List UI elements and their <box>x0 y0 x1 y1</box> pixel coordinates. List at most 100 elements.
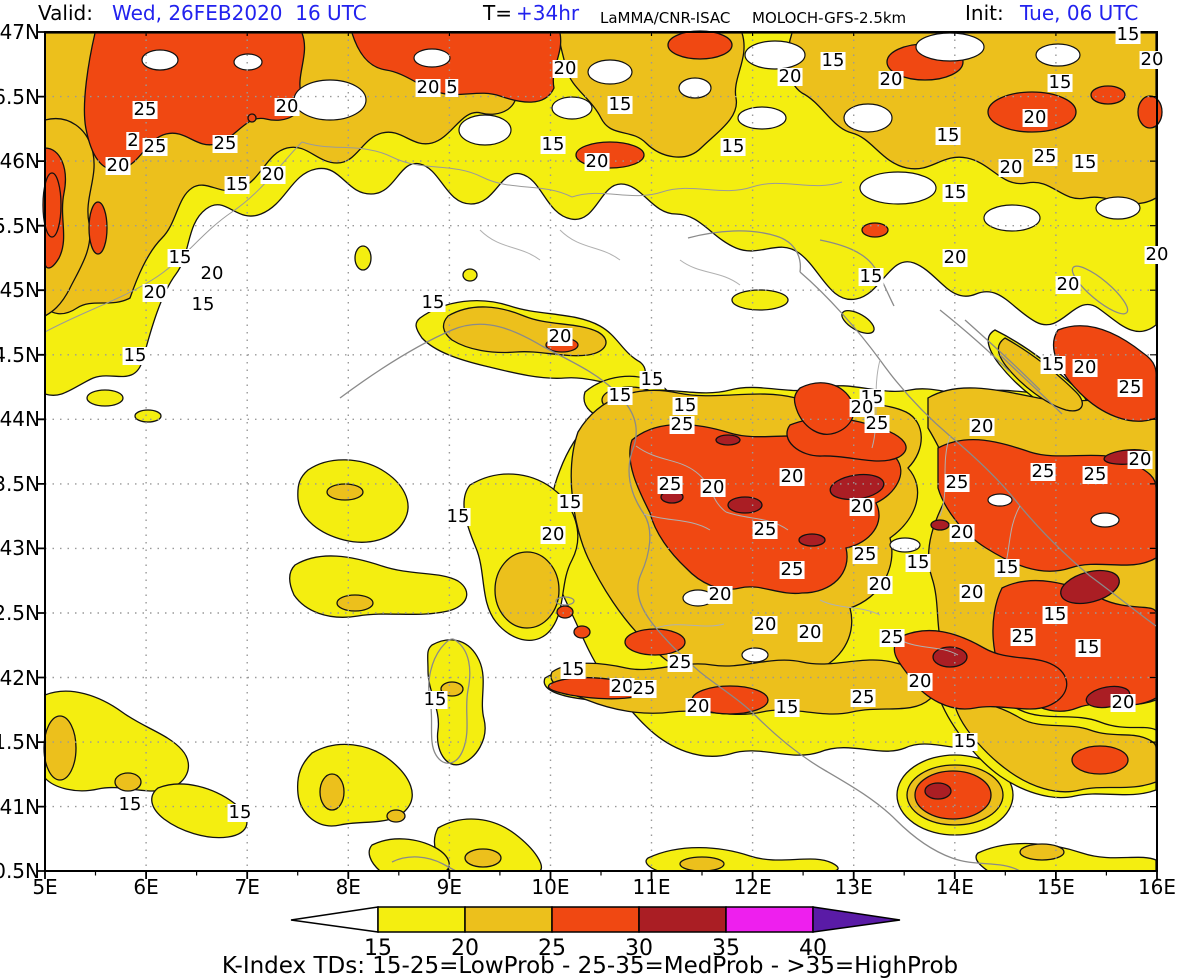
contour-label: 20 <box>142 282 168 303</box>
valid-label: Valid: <box>38 1 93 25</box>
contour-label: 20 <box>878 69 904 90</box>
colorbar-seg-30 <box>638 906 727 933</box>
y-tick-label: 41N <box>0 794 40 819</box>
contour-label: 15 <box>560 659 586 680</box>
contour-label: 20 <box>752 614 778 635</box>
x-tick-label: 9E <box>436 875 463 899</box>
contour-label: 25 <box>1082 464 1108 485</box>
contour-label: 20 <box>1127 449 1153 470</box>
map-frame <box>37 31 1158 879</box>
legend-caption: K-Index TDs: 15-25=LowProb - 25-35=MedPr… <box>221 953 959 979</box>
contour-label: 15 <box>1047 72 1073 93</box>
contour-label: 15 <box>1042 604 1068 625</box>
contour-label: 20 <box>552 58 578 79</box>
contour-label: 20 <box>942 247 968 268</box>
contour-label: 25 <box>850 687 876 708</box>
contour-label: 15 <box>994 557 1020 578</box>
contour-label: 2 <box>126 130 140 151</box>
contour-label: 25 <box>667 652 693 673</box>
colorbar-right-arrow <box>812 906 901 933</box>
x-tick-label: 14E <box>935 875 974 899</box>
colorbar-tick-label: 40 <box>799 936 827 961</box>
y-tick-label: 1.5N <box>0 730 40 755</box>
contour-label: 15 <box>420 292 446 313</box>
init-value: Tue, 06 UTC <box>1020 1 1139 25</box>
contour-label: 20 <box>199 263 225 284</box>
contour-label: 15 <box>445 506 471 527</box>
y-tick-label: 42N <box>0 665 40 690</box>
colorbar-seg-35 <box>725 906 814 933</box>
contour-label: 20 <box>707 584 733 605</box>
y-tick-label: 46N <box>0 149 40 174</box>
contour-label: 15 <box>122 345 148 366</box>
contour-label: 25 <box>142 136 168 157</box>
contour-label: 25 <box>212 133 238 154</box>
contour-label: 15 <box>607 94 633 115</box>
contour-label: 15 <box>1040 354 1066 375</box>
model-label: MOLOCH-GFS-2.5km <box>752 9 907 27</box>
contour-label: 20 <box>260 164 286 185</box>
x-tick-label: 6E <box>133 875 159 899</box>
x-tick-label: 7E <box>234 875 260 899</box>
contour-label: 20 <box>779 466 805 487</box>
contour-label: 20 <box>867 574 893 595</box>
contour-label: 25 <box>1117 377 1143 398</box>
colorbar-tick-label: 35 <box>712 936 740 961</box>
contour-label: 15 <box>774 697 800 718</box>
colorbar-seg-15 <box>377 906 466 933</box>
contour-label: 15 <box>227 802 253 823</box>
contour-label: 25 <box>864 413 890 434</box>
contour-label: 20 <box>700 477 726 498</box>
contour-label: 15 <box>224 174 250 195</box>
contour-label: 15 <box>1075 637 1101 658</box>
contour-label: 15 <box>422 689 448 710</box>
contour-label: 25 <box>879 627 905 648</box>
contour-label: 20 <box>849 496 875 517</box>
contour-label: 15 <box>672 395 698 416</box>
contour-label: 20 <box>105 155 131 176</box>
contour-label: 15 <box>190 294 216 315</box>
colorbar-left-arrow <box>290 906 379 933</box>
y-tick-label: 4.5N <box>0 342 40 367</box>
valid-value: Wed, 26FEB2020 16 UTC <box>112 1 367 25</box>
contour-label: 25 <box>944 472 970 493</box>
contour-label: 25 <box>1030 461 1056 482</box>
y-tick-label: 3.5N <box>0 471 40 496</box>
colorbar-seg-20 <box>464 906 553 933</box>
contour-label: 5 <box>445 77 459 98</box>
contour-label: 15 <box>905 552 931 573</box>
org-label: LaMMA/CNR-ISAC <box>600 9 731 27</box>
y-tick-label: 45N <box>0 278 40 303</box>
contour-label: 20 <box>969 416 995 437</box>
y-tick-label: 44N <box>0 407 40 432</box>
colorbar-tick-label: 30 <box>625 936 653 961</box>
contour-label: 25 <box>779 559 805 580</box>
contour-label: 20 <box>1072 357 1098 378</box>
contour-label: 15 <box>858 266 884 287</box>
coastlines <box>339 230 1157 872</box>
contour-label: 15 <box>117 794 143 815</box>
contour-label: 25 <box>852 544 878 565</box>
contour-label: 20 <box>547 326 573 347</box>
contour-label: 20 <box>584 151 610 172</box>
x-tick-label: 12E <box>733 875 772 899</box>
contour-label: 20 <box>797 622 823 643</box>
contour-label: 15 <box>1115 24 1141 45</box>
contour-label: 20 <box>1139 49 1165 70</box>
contour-label: 15 <box>935 125 961 146</box>
contour-label: 20 <box>1144 244 1170 265</box>
colorbar-tick-label: 25 <box>538 936 566 961</box>
contour-label: 15 <box>952 731 978 752</box>
contour-label: 15 <box>942 182 968 203</box>
contour-label: 20 <box>685 696 711 717</box>
contour-label: 15 <box>540 134 566 155</box>
x-tick-label: 16E <box>1137 875 1177 899</box>
contour-label: 25 <box>631 678 657 699</box>
contour-label: 20 <box>1110 692 1136 713</box>
contour-label: 25 <box>1032 146 1058 167</box>
y-tick-label: 0.5N <box>0 859 40 884</box>
x-tick-label: 11E <box>632 875 671 899</box>
contour-label: 15 <box>557 492 583 513</box>
